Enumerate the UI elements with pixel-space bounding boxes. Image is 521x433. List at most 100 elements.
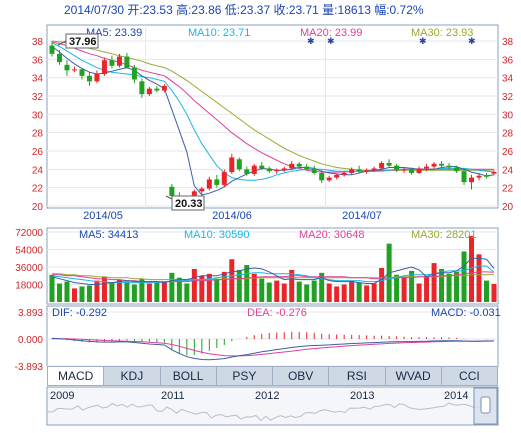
price-grid bbox=[47, 25, 498, 208]
candle-body bbox=[454, 167, 460, 172]
tab-kdj[interactable]: KDJ bbox=[104, 367, 161, 385]
price-tick-label-right: 34 bbox=[502, 74, 514, 85]
low-marker: 20.33 bbox=[165, 195, 205, 211]
volume-bar bbox=[281, 283, 287, 302]
candle-body bbox=[484, 175, 490, 177]
price-tick-label-left: 34 bbox=[32, 74, 44, 85]
candle-body bbox=[461, 171, 467, 183]
candle-body bbox=[79, 69, 85, 76]
volume-bar bbox=[274, 280, 280, 302]
tab-wvad[interactable]: WVAD bbox=[386, 367, 442, 385]
event-marker-icon[interactable]: ✱ bbox=[419, 37, 427, 47]
volume-tick-label: 18000 bbox=[15, 281, 43, 292]
candle-body bbox=[124, 56, 130, 68]
volume-bar bbox=[64, 281, 70, 302]
macd-tick-label: -3.893 bbox=[15, 362, 44, 373]
volume-tick-label: 36000 bbox=[15, 263, 43, 274]
macd-y-axis: -3.893 0.000 3.893 bbox=[15, 308, 44, 373]
volume-bar bbox=[341, 284, 347, 302]
volume-bar bbox=[371, 283, 377, 302]
volume-bar bbox=[409, 270, 415, 302]
tab-boll[interactable]: BOLL bbox=[161, 367, 217, 385]
macd-lines bbox=[51, 337, 495, 361]
volume-bar bbox=[296, 281, 302, 302]
macd-tick-label: 0.000 bbox=[18, 335, 43, 346]
candle-body bbox=[64, 64, 70, 71]
volume-bar bbox=[244, 265, 250, 302]
volume-bar bbox=[304, 284, 310, 302]
volume-bar bbox=[206, 273, 212, 302]
volume-bar bbox=[199, 275, 205, 302]
price-tick-label-left: 28 bbox=[32, 129, 44, 140]
volume-bar bbox=[259, 278, 265, 302]
candle-body bbox=[229, 157, 235, 173]
candle-body bbox=[446, 165, 452, 168]
date-tick-label: 2014/07 bbox=[342, 210, 382, 222]
price-panel bbox=[46, 24, 499, 209]
tab-cci[interactable]: CCI bbox=[459, 369, 480, 383]
indicator-tab-bar: MACD KDJ BOLL PSY OBV RSI WVAD CCI bbox=[47, 366, 498, 386]
volume-bar bbox=[289, 269, 295, 302]
volume-bar bbox=[221, 271, 227, 302]
event-marker-icon[interactable]: ✱ bbox=[307, 37, 315, 47]
macd-tick-label: 3.893 bbox=[18, 308, 43, 319]
volume-grid bbox=[47, 231, 498, 285]
price-ma10-label: MA10: 23.71 bbox=[188, 27, 250, 39]
candle-body bbox=[349, 169, 355, 173]
price-tick-label-right: 38 bbox=[502, 37, 514, 48]
volume-ma5-line bbox=[51, 257, 495, 285]
event-marker-icon[interactable]: ✱ bbox=[468, 37, 476, 47]
volume-bar bbox=[266, 282, 272, 302]
overview-history-line bbox=[47, 402, 494, 422]
volume-bar bbox=[131, 284, 137, 302]
volume-moving-averages bbox=[51, 257, 495, 285]
volume-bar bbox=[401, 276, 407, 302]
tab-macd[interactable]: MACD bbox=[48, 367, 105, 385]
volume-bar bbox=[229, 259, 235, 302]
price-tick-label-left: 36 bbox=[32, 55, 44, 66]
candle-body bbox=[491, 171, 497, 174]
tab-psy[interactable]: PSY bbox=[217, 367, 273, 385]
price-tick-label-left: 26 bbox=[32, 147, 44, 158]
candle-body bbox=[274, 170, 280, 172]
volume-bar bbox=[454, 271, 460, 302]
overview-range-handle[interactable] bbox=[480, 396, 491, 414]
event-marker-icon[interactable]: ✱ bbox=[327, 37, 335, 47]
candlestick-series bbox=[49, 41, 497, 203]
candle-body bbox=[409, 169, 415, 173]
price-tick-label-left: 24 bbox=[32, 165, 44, 176]
volume-bar bbox=[109, 282, 115, 302]
candle-body bbox=[169, 186, 175, 196]
candle-body bbox=[101, 60, 107, 74]
candle-body bbox=[356, 169, 362, 172]
price-tick-label-left: 22 bbox=[32, 184, 44, 195]
date-axis: 2014/05 2014/06 2014/07 bbox=[83, 210, 382, 222]
volume-bar bbox=[439, 268, 445, 302]
volume-bar bbox=[214, 278, 220, 302]
high-marker: 37.96 bbox=[57, 33, 99, 49]
high-marker-label: 37.96 bbox=[69, 36, 97, 48]
volume-bar bbox=[79, 286, 85, 302]
volume-bar bbox=[364, 285, 370, 302]
volume-bar bbox=[49, 274, 55, 302]
volume-bar bbox=[94, 280, 100, 302]
candle-body bbox=[424, 166, 430, 169]
candle-body bbox=[266, 168, 272, 172]
price-ma20-label: MA20: 23.99 bbox=[300, 27, 362, 39]
candle-body bbox=[199, 188, 205, 192]
tab-rsi[interactable]: RSI bbox=[329, 367, 386, 385]
price-tick-label-right: 24 bbox=[502, 165, 514, 176]
overview-year-label: 2009 bbox=[50, 390, 74, 402]
volume-bar bbox=[476, 254, 482, 302]
macd-dif-label: DIF: -0.292 bbox=[52, 307, 107, 319]
candle-body bbox=[71, 69, 77, 71]
overview-year-label: 2012 bbox=[255, 390, 279, 402]
candle-body bbox=[154, 88, 160, 91]
overview-year-label: 2014 bbox=[444, 390, 468, 402]
tab-obv[interactable]: OBV bbox=[273, 367, 330, 385]
candle-body bbox=[326, 177, 332, 181]
price-tick-label-right: 22 bbox=[502, 184, 514, 195]
price-ma30-label: MA30: 23.93 bbox=[411, 27, 473, 39]
volume-bar bbox=[431, 263, 437, 302]
price-tick-label-right: 30 bbox=[502, 110, 514, 121]
